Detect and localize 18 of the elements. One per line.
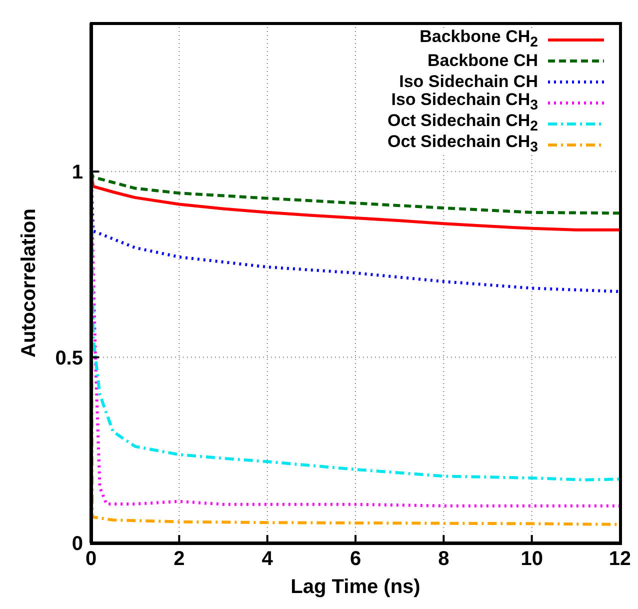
legend-label: Oct Sidechain CH$_{3}$	[387, 132, 538, 158]
y-tick-label: 0	[72, 533, 83, 556]
legend-label: Backbone CH	[427, 50, 538, 70]
x-tick-label: 4	[262, 548, 274, 570]
legend-label: Oct Sidechain CH$_{2}$	[387, 110, 538, 134]
x-tick-label: 10	[520, 548, 543, 570]
legend-label: Backbone CH$_{2}$	[420, 26, 538, 52]
y-tick-label: 1	[72, 162, 83, 184]
y-tick-label: 0.5	[55, 347, 83, 370]
line-series	[91, 170, 620, 215]
x-tick-label: 12	[608, 548, 632, 570]
legend-label: Iso Sidechain CH$_{3}$	[391, 90, 538, 114]
y-axis-title: Autocorrelation	[18, 208, 40, 358]
legend-label: Iso Sidechain CH	[399, 72, 538, 92]
x-tick-label: 6	[350, 548, 362, 570]
x-tick-label: 2	[174, 548, 185, 570]
x-axis-title: Lag Time (ns)	[290, 576, 420, 598]
x-tick-label: 8	[438, 548, 450, 570]
